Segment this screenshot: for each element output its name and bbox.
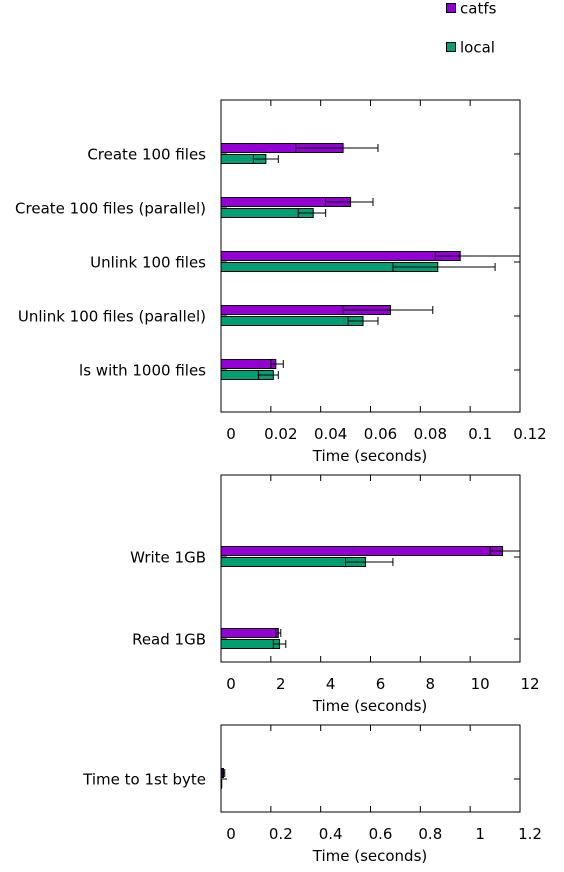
category-label: Write 1GB (130, 549, 206, 567)
legend-label: local (460, 39, 495, 57)
x-axis-label: Time (seconds) (312, 447, 428, 465)
category-label: ls with 1000 files (79, 362, 206, 380)
chart-panel-2: 0 2 4 6 8 10 12 Time (seconds) Write 1GB Read 1GB (130, 474, 540, 715)
x-tick-label: 0.04 (314, 425, 347, 443)
x-tick-label: 0 (226, 425, 236, 443)
plot-frame (220, 724, 521, 813)
category-label: Unlink 100 files (90, 254, 206, 272)
x-tick-label: 1 (475, 825, 485, 843)
x-tick-label: 0.08 (414, 425, 447, 443)
x-tick-label: 10 (471, 675, 490, 693)
category-label: Create 100 files (87, 146, 206, 164)
bar-catfs (220, 359, 277, 369)
x-tick-label: 0.6 (369, 825, 393, 843)
category-label: Read 1GB (132, 631, 206, 649)
category-label: Unlink 100 files (parallel) (18, 308, 206, 326)
x-axis-label: Time (seconds) (312, 697, 428, 715)
x-tick-label: 0.4 (319, 825, 343, 843)
x-tick-label: 8 (426, 675, 436, 693)
x-axis-label: Time (seconds) (312, 847, 428, 865)
legend-swatch (446, 3, 456, 13)
x-tick-label: 0.2 (269, 825, 293, 843)
x-tick-label: 2 (276, 675, 286, 693)
x-tick-label: 0.02 (264, 425, 297, 443)
x-tick-label: 0.12 (513, 425, 546, 443)
bar-catfs (220, 546, 504, 556)
category-label: Time to 1st byte (82, 771, 206, 789)
x-tick-label: 6 (376, 675, 386, 693)
x-tick-label: 0.06 (364, 425, 397, 443)
x-tick-label: 1.2 (518, 825, 542, 843)
x-tick-label: 0 (226, 825, 236, 843)
chart-panel-3: 0 0.2 0.4 0.6 0.8 1 1.2 Time (seconds) Time to 1… (82, 724, 542, 865)
legend: catfs local (446, 0, 497, 57)
x-tick-label: 12 (520, 675, 539, 693)
bar-catfs (220, 628, 279, 638)
chart-panel-1: 0 0.02 0.04 0.06 0.08 0.1 0.12 Time (seconds) Cr… (15, 99, 547, 465)
bar-local (220, 316, 364, 326)
x-tick-label: 0.1 (468, 425, 492, 443)
x-tick-label: 0.8 (418, 825, 442, 843)
category-label: Create 100 files (parallel) (15, 200, 206, 218)
legend-label: catfs (460, 0, 497, 18)
bar-local (220, 639, 281, 649)
bar-local (220, 557, 367, 567)
x-tick-label: 0 (226, 675, 236, 693)
x-tick-label: 4 (326, 675, 336, 693)
legend-swatch (446, 42, 456, 52)
bar-catfs (220, 251, 461, 261)
